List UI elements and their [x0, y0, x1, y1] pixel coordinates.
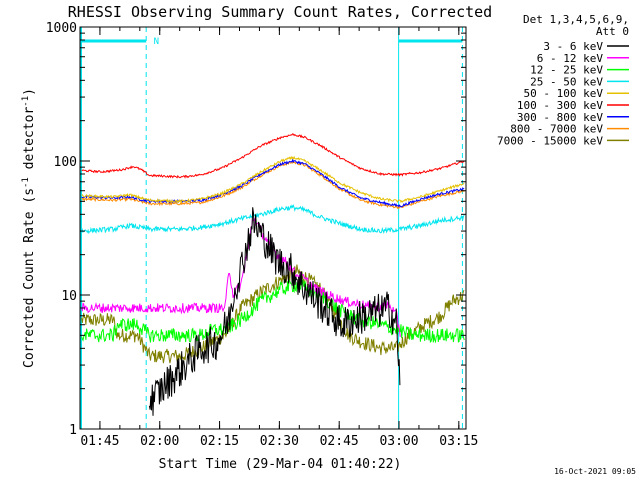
series-line-3-to-6keV [148, 207, 401, 416]
x-tick-label-0: 01:45 [80, 434, 119, 449]
series-line-25-to-50keV [81, 203, 465, 235]
legend-label-4: 50 - 100 keV [524, 87, 604, 100]
x-axis-label: Start Time (29-Mar-04 01:40:22) [159, 457, 402, 472]
plot-frame [79, 26, 467, 430]
x-tick-label-5: 03:00 [379, 434, 418, 449]
series-line-6-to-12keV [81, 218, 401, 337]
y-axis-label-main: Corrected Count Rate (s [22, 188, 37, 368]
x-tick-label-4: 02:45 [320, 434, 359, 449]
flag-layer: N [80, 27, 463, 429]
y-axis-label-end: ) [22, 88, 37, 96]
y-axis-label-mid: detector [22, 107, 37, 178]
series-layer [81, 133, 465, 416]
series-line-50-to-100keV [81, 155, 465, 204]
x-tick-label-1: 02:00 [140, 434, 179, 449]
y-tick-label-1: 10 [61, 289, 77, 304]
flag-label-0: N [154, 37, 159, 47]
legend-label-3: 25 - 50 keV [530, 75, 603, 88]
legend-header-detectors: Det 1,3,4,5,6,9, [523, 13, 629, 26]
y-tick-label-3: 1000 [46, 21, 77, 36]
legend-label-8: 7000 - 15000 keV [497, 134, 603, 147]
axis-layer: 01:45 02:00 02:15 02:30 02:45 03:00 03:15 1 10 10… [46, 21, 479, 449]
legend-label-2: 12 - 25 keV [530, 64, 603, 77]
series-line-300-to-800keV [81, 158, 465, 208]
series-line-100-to-300keV [81, 133, 465, 179]
y-axis-label-sup1: -1 [21, 177, 31, 188]
legend-label-6: 300 - 800 keV [517, 111, 603, 124]
legend-header-attenuator: Att 0 [596, 25, 629, 38]
y-axis-label-sup2: -1 [21, 96, 31, 107]
chart-title: RHESSI Observing Summary Count Rates, Co… [68, 3, 492, 21]
x-tick-label-2: 02:15 [200, 434, 239, 449]
series-line-12-to-25keV [81, 278, 465, 344]
y-tick-label-2: 100 [54, 155, 77, 170]
legend-label-7: 800 - 7000 keV [510, 123, 603, 136]
legend-label-0: 3 - 6 keV [543, 40, 603, 53]
x-tick-label-3: 02:30 [260, 434, 299, 449]
series-line-7000-to-15000keV [81, 264, 465, 364]
y-axis-label: Corrected Count Rate (s-1 detector-1) [21, 88, 37, 368]
legend-label-1: 6 - 12 keV [537, 52, 604, 65]
x-tick-label-6: 03:15 [439, 434, 478, 449]
legend-label-5: 100 - 300 keV [517, 99, 603, 112]
y-tick-label-0: 1 [69, 423, 77, 438]
generation-timestamp: 16-Oct-2021 09:05 [554, 467, 636, 476]
